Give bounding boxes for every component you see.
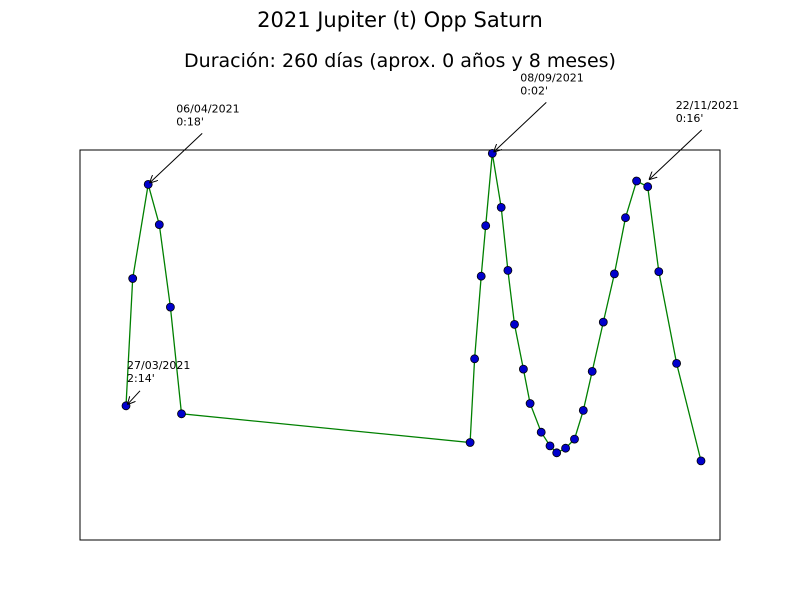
data-point: [510, 319, 519, 329]
data-point: [561, 443, 570, 453]
series-line: [125, 153, 702, 462]
data-point: [545, 441, 555, 451]
annotation-date: 08/09/2021: [520, 71, 583, 84]
data-point: [525, 399, 535, 408]
data-point: [165, 302, 175, 312]
data-point: [696, 456, 706, 466]
data-point: [519, 364, 528, 374]
data-point: [672, 358, 681, 368]
data-point: [476, 271, 486, 281]
data-point: [552, 448, 562, 458]
data-point: [632, 176, 641, 186]
data-point: [177, 409, 186, 419]
data-point: [578, 405, 588, 415]
chart-subtitle: Duración: 260 días (aprox. 0 años y 8 me…: [184, 50, 616, 72]
data-point: [465, 438, 475, 447]
data-point: [621, 213, 630, 223]
annotation-date: 22/11/2021: [676, 99, 739, 112]
data-point: [570, 434, 579, 444]
series-layer: [121, 148, 706, 466]
data-point: [610, 269, 619, 279]
annotation-value: 0:02': [520, 84, 548, 97]
data-point: [128, 274, 138, 283]
data-point: [496, 202, 506, 212]
data-point: [654, 267, 664, 277]
annotation-arrow: [128, 390, 141, 404]
annotation-date: 06/04/2021: [176, 102, 239, 115]
data-point: [598, 317, 608, 327]
chart-title: 2021 Jupiter (t) Opp Saturn: [257, 8, 543, 32]
annotation-date: 27/03/2021: [127, 359, 190, 372]
annotation-arrow: [494, 102, 547, 151]
annotation-arrow: [650, 129, 703, 179]
data-point: [470, 354, 480, 364]
plot-area-frame: [79, 149, 721, 541]
data-point: [587, 366, 597, 376]
data-point: [154, 220, 164, 230]
data-point: [503, 265, 513, 275]
data-point: [481, 221, 491, 231]
data-point: [643, 182, 653, 192]
annotation-value: 2:14': [127, 372, 155, 385]
annotation-value: 0:18': [176, 115, 204, 128]
annotation-arrow: [150, 133, 203, 182]
annotation-value: 0:16': [676, 112, 704, 125]
data-point: [536, 427, 546, 437]
